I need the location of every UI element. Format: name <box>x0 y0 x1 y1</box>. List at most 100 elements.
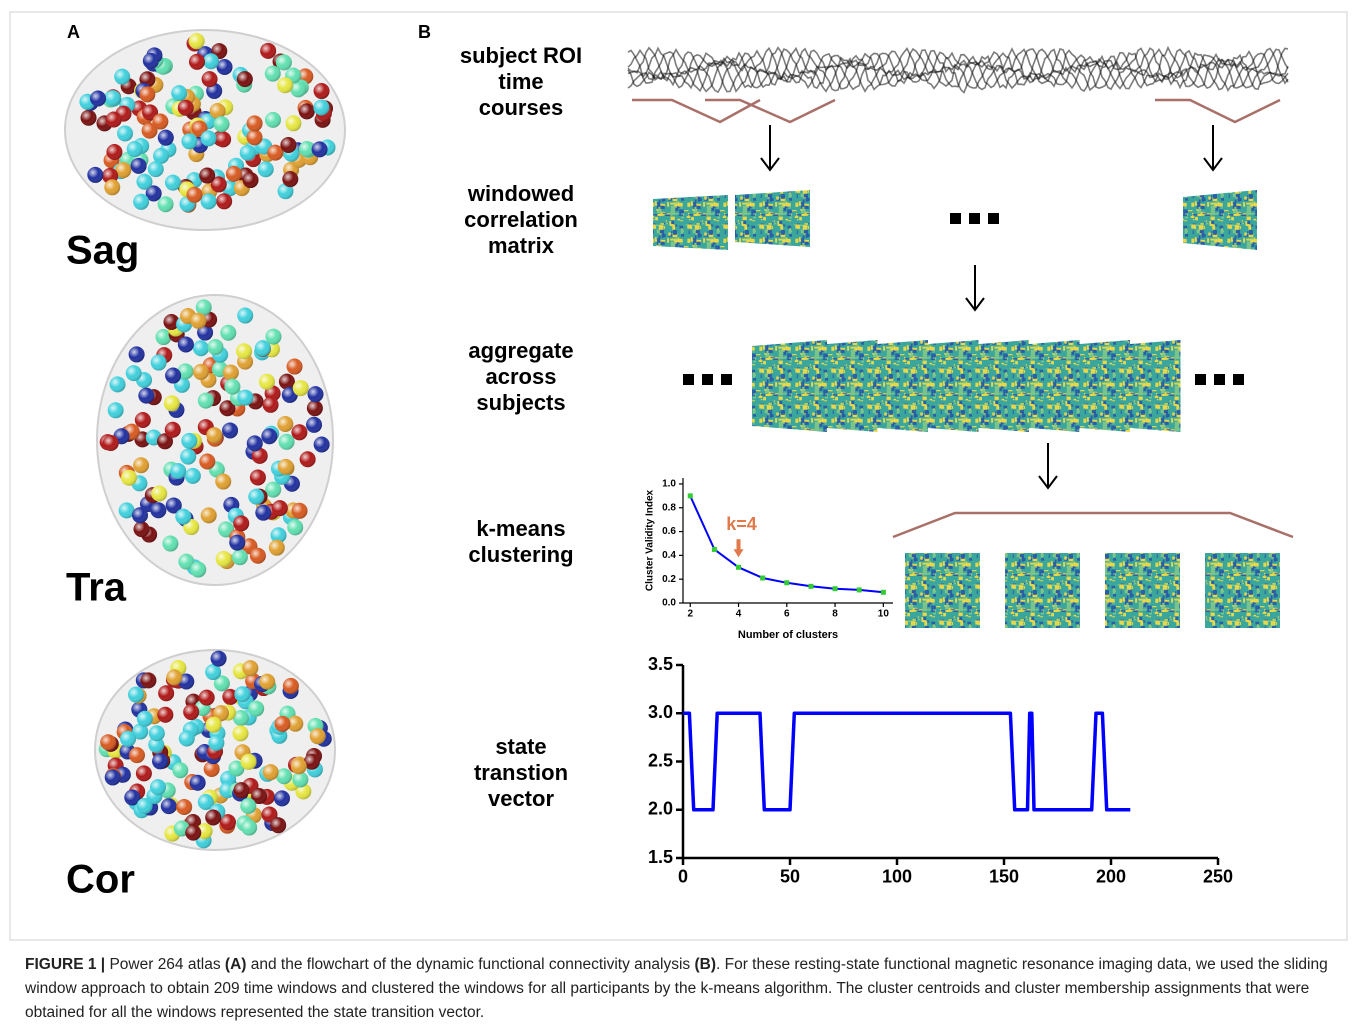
ellipsis-dot <box>950 213 961 224</box>
roi-shine <box>277 458 294 475</box>
roi-shine <box>246 115 263 132</box>
ellipsis-dot <box>1195 374 1206 385</box>
ellipsis-dot <box>988 213 999 224</box>
roi-shine <box>157 129 174 146</box>
roi-shine <box>203 53 220 70</box>
roi-shine <box>224 378 241 395</box>
x-tick-label: 50 <box>780 866 800 886</box>
roi-shine <box>190 561 207 578</box>
roi-shine <box>246 129 263 146</box>
window-bracket <box>892 511 1294 539</box>
time-course <box>627 46 1289 93</box>
roi-shine <box>251 788 268 805</box>
step-label: state <box>495 734 546 759</box>
roi-shine <box>277 77 294 94</box>
caption-text: . For these resting-state functional mag… <box>25 956 1328 1021</box>
roi-shine <box>270 817 287 834</box>
roi-shine <box>216 193 233 210</box>
roi-shine <box>292 771 309 788</box>
roi-shine <box>153 147 170 164</box>
roi-shine <box>200 130 217 147</box>
roi-shine <box>175 508 192 525</box>
roi-shine <box>222 688 239 705</box>
roi-shine <box>109 376 126 393</box>
roi-shine <box>249 547 266 564</box>
roi-shine <box>290 758 307 775</box>
step-label: courses <box>479 95 563 120</box>
roi-shine <box>286 358 303 375</box>
roi-shine <box>285 115 302 132</box>
roi-shine <box>237 307 254 324</box>
roi-shine <box>264 111 281 128</box>
roi-shine <box>158 685 175 702</box>
ellipsis-dot <box>721 374 732 385</box>
roi-shine <box>189 774 206 791</box>
roi-shine <box>133 193 150 210</box>
figure-border <box>9 11 1348 941</box>
roi-shine <box>152 113 169 130</box>
roi-shine <box>303 753 320 770</box>
roi-shine <box>133 457 150 474</box>
y-tick-label: 0.6 <box>662 526 676 537</box>
y-tick-label: 3.5 <box>648 654 673 674</box>
roi-shine <box>199 167 216 184</box>
roi-shine <box>165 367 182 384</box>
roi-shine <box>200 193 217 210</box>
y-tick-label: 0.4 <box>662 550 676 561</box>
roi-shine <box>215 131 232 148</box>
roi-shine <box>265 481 282 498</box>
roi-shine <box>273 790 290 807</box>
roi-shine <box>172 762 189 779</box>
point <box>711 546 717 552</box>
roi-shine <box>121 469 138 486</box>
roi-shine <box>199 453 216 470</box>
y-tick-label: 1.5 <box>648 847 673 867</box>
point <box>736 564 742 570</box>
roi-shine <box>197 324 214 341</box>
y-tick-label: 0.8 <box>662 502 676 513</box>
roi-shine <box>104 769 121 786</box>
roi-shine <box>155 329 172 346</box>
panel-label: B <box>418 22 431 42</box>
roi-shine <box>225 165 242 182</box>
roi-shine <box>147 161 164 178</box>
step-label: transtion <box>474 760 568 785</box>
correlation-matrix <box>735 190 810 247</box>
roi-shine <box>239 144 256 161</box>
roi-shine <box>136 710 153 727</box>
ellipsis-dot <box>702 374 713 385</box>
state-matrix <box>1205 553 1280 628</box>
roi-shine <box>177 99 194 116</box>
roi-shine <box>287 519 304 536</box>
x-tick-label: 10 <box>878 609 890 620</box>
roi-shine <box>178 553 195 570</box>
roi-shine <box>201 71 218 88</box>
step-label: time <box>498 69 543 94</box>
roi-shine <box>292 380 309 397</box>
view-label: Sag <box>66 229 139 273</box>
correlation-matrix <box>1183 190 1257 250</box>
roi-shine <box>257 161 274 178</box>
roi-shine <box>134 411 151 428</box>
roi-shine <box>233 515 250 532</box>
point <box>760 575 766 581</box>
roi-shine <box>209 102 226 119</box>
roi-shine <box>178 730 195 747</box>
step-label: matrix <box>488 233 555 258</box>
roi-shine <box>309 728 326 745</box>
ellipsis-dot <box>683 374 694 385</box>
roi-shine <box>291 424 308 441</box>
roi-shine <box>145 185 162 202</box>
window-bracket <box>705 98 836 124</box>
point <box>808 583 814 589</box>
point <box>832 586 838 592</box>
roi-shine <box>124 789 141 806</box>
roi-shine <box>164 421 181 438</box>
point <box>687 493 693 499</box>
y-tick-label: 0.2 <box>662 574 676 585</box>
arrow-head <box>760 157 780 172</box>
caption-text: Power 264 atlas <box>105 956 225 973</box>
x-axis-label: Number of clusters <box>738 629 838 641</box>
roi-shine <box>241 819 258 836</box>
roi-shine <box>213 116 230 133</box>
